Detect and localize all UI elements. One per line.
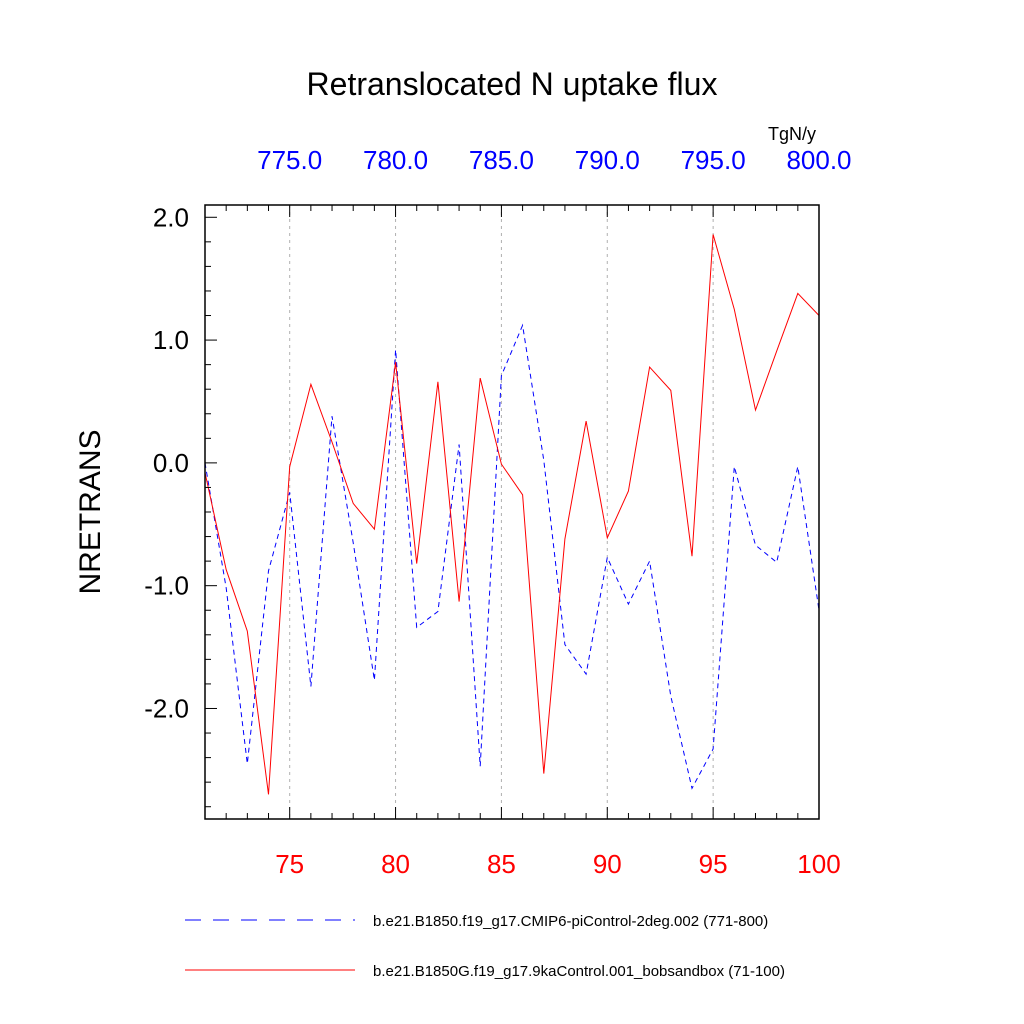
x-top-tick-label: 780.0 [363, 145, 428, 175]
y-tick-label: 1.0 [153, 325, 189, 355]
x-top-tick-label: 795.0 [681, 145, 746, 175]
plot-frame [204, 204, 820, 820]
x-bottom-tick-label: 75 [275, 849, 304, 879]
x-bottom-tick-label: 80 [381, 849, 410, 879]
x-top-tick-label: 790.0 [575, 145, 640, 175]
y-tick-label: 0.0 [153, 448, 189, 478]
x-top-tick-label: 775.0 [257, 145, 322, 175]
legend: b.e21.B1850.f19_g17.CMIP6-piControl-2deg… [185, 913, 785, 980]
x-bottom-tick-label: 90 [593, 849, 622, 879]
tick-labels: 75 80 85 90 95 100 775.0 780.0 785.0 790.0 795.0 80… [144, 145, 851, 879]
series-layer [204, 234, 820, 795]
legend-label-2: b.e21.B1850G.f19_g17.9kaControl.001_bobs… [373, 963, 785, 980]
y-axis-label: NRETRANS [74, 429, 107, 594]
series-line-2 [204, 234, 820, 795]
grid-lines [289, 205, 714, 819]
y-tick-label: -1.0 [144, 571, 189, 601]
x-top-tick-label: 800.0 [786, 145, 851, 175]
axis-ticks [204, 205, 820, 819]
x-top-tick-label: 785.0 [469, 145, 534, 175]
units-label: TgN/y [768, 124, 816, 144]
y-tick-label: 2.0 [153, 202, 189, 232]
x-bottom-tick-label: 95 [699, 849, 728, 879]
x-bottom-tick-label: 100 [797, 849, 840, 879]
y-tick-label: -2.0 [144, 693, 189, 723]
legend-label-1: b.e21.B1850.f19_g17.CMIP6-piControl-2deg… [373, 913, 768, 930]
chart-title: Retranslocated N uptake flux [307, 66, 718, 102]
x-bottom-tick-label: 85 [487, 849, 516, 879]
series-line-1 [204, 323, 820, 790]
